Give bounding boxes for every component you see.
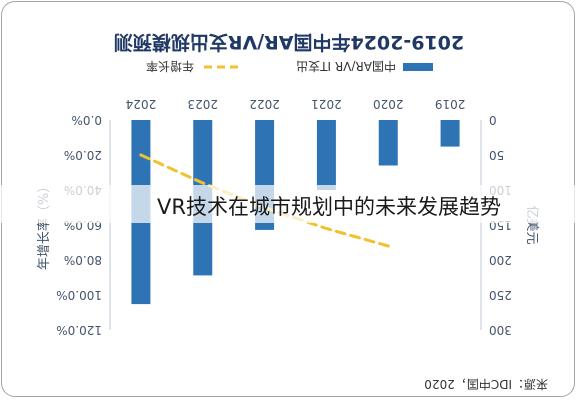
legend-bar-swatch (403, 63, 433, 71)
bar-2020 (378, 120, 398, 166)
x-axis-tick-label: 2020 (373, 97, 404, 111)
y-axis-amount-tick-label: 250 (489, 288, 512, 302)
y-axis-rate-tick-label: 120.0% (56, 323, 102, 337)
legend-line-label: 年增长率 (146, 59, 194, 74)
source-note: 来源：IDC中国，2020 (424, 377, 548, 392)
legend-bar-label: 中国AR/VR IT支出 (296, 59, 396, 74)
x-axis-tick-label: 2022 (249, 97, 280, 111)
x-axis-tick-label: 2023 (187, 97, 218, 111)
caption-banner (0, 185, 578, 223)
caption-text: VR技术在城市规划中的未来发展趋势 (157, 195, 501, 219)
growth-rate-point (324, 227, 328, 230)
y-axis-amount-tick-label: 200 (489, 253, 512, 267)
growth-rate-point (386, 244, 390, 248)
y-axis-amount-tick-label: 300 (489, 323, 512, 337)
x-axis-tick-label: 2019 (435, 97, 466, 111)
x-axis-tick-label: 2024 (126, 97, 157, 111)
y-axis-amount-tick-label: 50 (489, 148, 504, 162)
y-axis-rate-tick-label: 80.0% (64, 253, 102, 267)
chart-title: 2019-2024年中国AR/VR支出规模预测 (114, 31, 464, 54)
y-axis-rate-tick-label: 0.0% (72, 113, 103, 127)
growth-rate-point (139, 153, 143, 157)
growth-rate-point (201, 181, 205, 185)
x-axis-tick-label: 2021 (311, 97, 342, 111)
bar-2021 (316, 120, 336, 190)
y-axis-amount-tick-label: 0 (489, 113, 497, 127)
bar-2019 (440, 120, 460, 147)
y-axis-rate-tick-label: 20.0% (64, 148, 102, 162)
y-axis-rate-tick-label: 100.0% (56, 288, 102, 302)
